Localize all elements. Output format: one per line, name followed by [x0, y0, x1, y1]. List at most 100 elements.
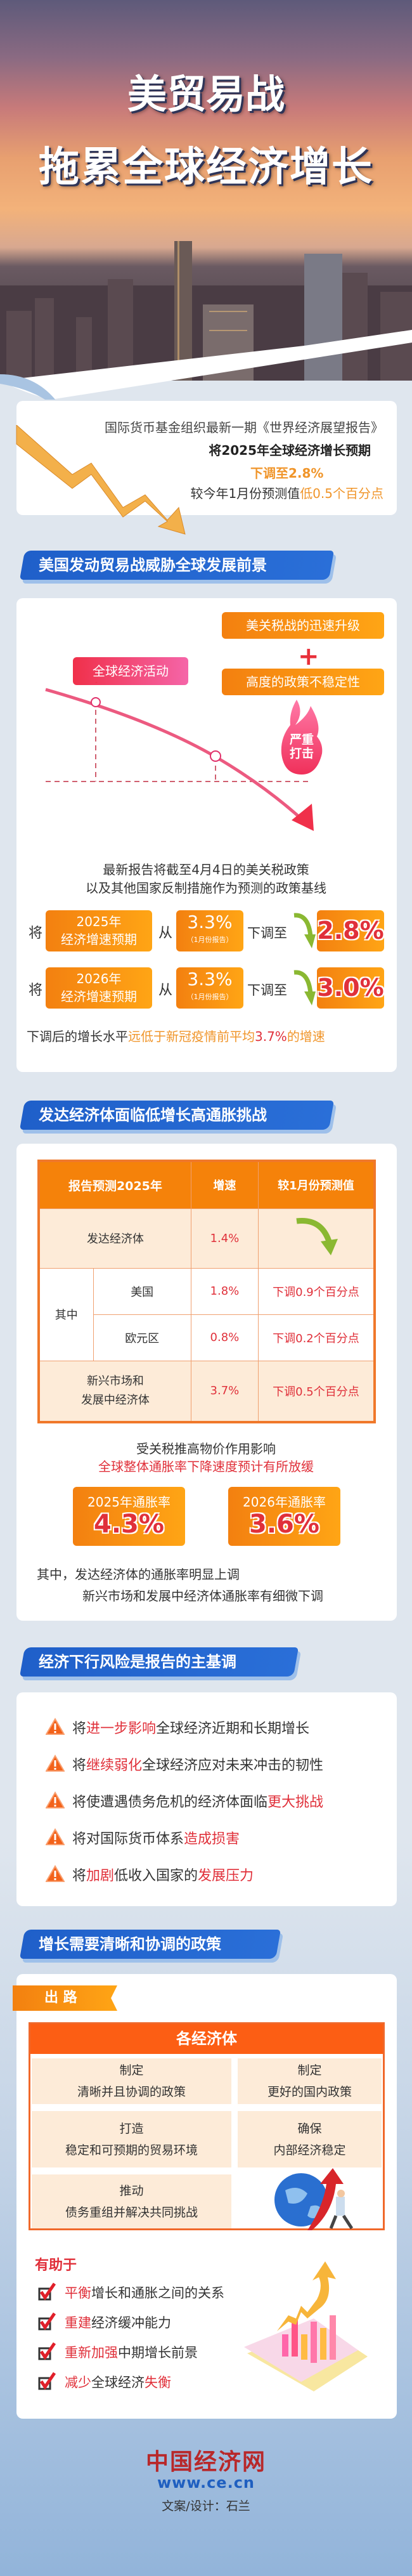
help-text: 增长和通胀之间的关系: [91, 2285, 224, 2301]
row-name: 新兴市场和发展中经济体: [38, 1360, 191, 1423]
plus-icon: +: [298, 642, 319, 671]
policy-verb: 制定: [119, 2063, 144, 2077]
intro-line-3: 下调至2.8%: [250, 466, 324, 481]
risk-item: 将使遭遇债务危机的经济体面临更大挑战: [45, 1791, 324, 1811]
intro-line-4-prefix: 较今年1月份预测值: [190, 486, 300, 501]
risk-text: 造成损害: [184, 1831, 240, 1847]
help-text: 全球经济: [91, 2375, 145, 2390]
inflation-intro: 受关税推高物价作用影响: [136, 1441, 276, 1456]
old-forecast-box: 3.3% （1月份报告）: [176, 967, 243, 1009]
row-change: 下调0.9个百分点: [257, 1267, 375, 1315]
growth-suffix: 的增速: [286, 1029, 325, 1044]
warning-icon: [45, 1828, 65, 1845]
hero-banner: 美贸易战 拖累全球经济增长: [0, 0, 412, 381]
row-name-line: 发展中经济体: [80, 1393, 150, 1407]
risk-text: 将对国际货币体系: [72, 1831, 184, 1847]
risk-text: 加剧: [86, 1868, 115, 1884]
down-arrow-icon: [296, 1217, 338, 1255]
risk-item: 将加剧低收入国家的发展压力: [45, 1864, 254, 1885]
warning-icon: [45, 1718, 65, 1735]
inflation-note-1: 其中，发达经济体的通胀率明显上调: [37, 1567, 240, 1582]
table-row: 新兴市场和 发展中经济体 3.7% 下调0.5个百分点: [38, 1360, 375, 1423]
inflation-label: 2025年通胀率: [87, 1494, 171, 1510]
policy-verb: 制定: [297, 2063, 322, 2077]
policy-text: 债务重组并解决共同挑战: [65, 2205, 198, 2220]
growth-value: 3.7%: [255, 1029, 287, 1044]
year-box: 2026年经济增速预期: [46, 967, 152, 1009]
table-row: 其中 美国 1.8% 下调0.9个百分点: [38, 1267, 375, 1361]
row-verb: 下调至: [247, 925, 287, 941]
credit: 文案/设计：石兰: [162, 2499, 250, 2513]
row-name: 欧元区: [93, 1314, 191, 1361]
year: 2026年: [76, 971, 122, 986]
risk-text: 更大挑战: [267, 1795, 324, 1810]
curve-label: 全球经济活动: [73, 657, 188, 685]
checkbox-checked-icon: [38, 2282, 56, 2301]
policy-verb: 推动: [119, 2183, 144, 2198]
curve-arrowhead: [292, 804, 314, 831]
help-text: 平衡: [65, 2285, 91, 2301]
section-1-title: 美国发动贸易战威胁全球发展前景: [39, 556, 267, 574]
risk-text: 全球经济应对未来冲击的韧性: [142, 1758, 324, 1774]
table-row: 发达经济体 1.4%: [38, 1208, 375, 1269]
risk-text: 将使遭遇债务危机的经济体面临: [72, 1795, 268, 1810]
warning-icon: [45, 1791, 65, 1808]
growth-highlight: 远低于新冠疫情前平均: [128, 1029, 255, 1044]
policy-text: 稳定和可预期的贸易环境: [65, 2143, 198, 2157]
logo-text: 中国经济网: [145, 2449, 266, 2475]
section-4-header: 增长需要清晰和协调的政策: [19, 1930, 281, 1959]
section-2-title: 发达经济体面临低增长高通胀挑战: [39, 1106, 267, 1124]
inflation-value: 4.3%: [94, 1510, 164, 1539]
help-item: 重新加强中期增长前景: [38, 2342, 198, 2362]
down-arrow-icon: [293, 970, 316, 1005]
policy-cell: 制定 清晰并且协调的政策: [32, 2058, 231, 2104]
checkbox-checked-icon: [38, 2372, 56, 2390]
policy-cell: 推动债务重组并解决共同挑战: [32, 2174, 231, 2228]
risk-text: 继续弱化: [86, 1758, 143, 1774]
intro-line-4: 较今年1月份预测值低0.5个百分点: [190, 483, 383, 502]
intro-card: [16, 401, 397, 515]
intro-line-1: 国际货币基金组织最新一期《世界经济展望报告》: [105, 420, 383, 435]
row-rate: 1.8%: [190, 1267, 259, 1315]
new-forecast-box: 3.0%: [317, 967, 384, 1009]
help-text: 重建: [65, 2315, 91, 2331]
policy-verb: 确保: [297, 2121, 322, 2136]
policy-text: 更好的国内政策: [267, 2085, 352, 2099]
down-arrow-icon: [16, 425, 186, 535]
year-box: 2025年 经济增速预期: [46, 910, 152, 951]
logo-url[interactable]: www.ce.cn: [157, 2474, 255, 2492]
globe-arrow-illustration: [274, 2168, 354, 2230]
help-item: 减少全球经济失衡: [38, 2372, 171, 2391]
risk-text: 将: [72, 1758, 87, 1774]
forecast-row: 将 2025年 经济增速预期 从 3.3% （1月份报告） 下调至 2.8%: [0, 910, 412, 951]
intro-line-2: 将2025年全球经济增长预期: [209, 443, 371, 458]
row-name-line: 新兴市场和: [86, 1374, 144, 1388]
inflation-highlight: 全球整体通胀率下降速度预计有所放缓: [98, 1459, 314, 1474]
year-label: 经济增速预期: [61, 989, 137, 1004]
group-label: 其中: [38, 1267, 94, 1361]
row-rate: 0.8%: [190, 1314, 259, 1361]
warning-icon: [45, 1865, 65, 1882]
policy-cell: 制定 更好的国内政策: [238, 2058, 382, 2104]
factor-policy-box: 高度的政策不稳定性: [222, 669, 384, 695]
intro-line-4-highlight: 低0.5个百分点: [300, 486, 383, 501]
section-1-header: 美国发动贸易战威胁全球发展前景: [19, 551, 335, 580]
section-2-header: 发达经济体面临低增长高通胀挑战: [19, 1101, 335, 1130]
inflation-box-2026: 2026年通胀率 3.6%: [228, 1487, 340, 1546]
growth-comparison: 下调后的增长水平远低于新冠疫情前平均3.7%的增速: [27, 1026, 325, 1045]
row-rate: 1.4%: [190, 1208, 259, 1269]
risk-text: 将: [72, 1721, 87, 1737]
table-header: 增速: [190, 1160, 259, 1209]
warning-icon: [45, 1755, 65, 1772]
baseline-line-2: 以及其他国家反制措施作为预测的政策基线: [86, 880, 326, 896]
inflation-box-2025: 2025年通胀率 4.3%: [73, 1487, 185, 1546]
flame-text-2: 打击: [289, 747, 314, 761]
risk-text: 全球经济近期和长期增长: [156, 1721, 310, 1737]
inflation-note-2: 新兴市场和发展中经济体通胀率有细微下调: [82, 1588, 323, 1604]
row-prefix: 将: [29, 983, 43, 998]
down-arrow-icon: [293, 913, 316, 948]
factor-tariff-box: 美关税战的迅速升级: [222, 612, 384, 639]
flame-text-1: 严重: [289, 733, 314, 747]
help-text: 重新加强: [65, 2345, 118, 2360]
decline-curve-diagram: [45, 682, 314, 831]
